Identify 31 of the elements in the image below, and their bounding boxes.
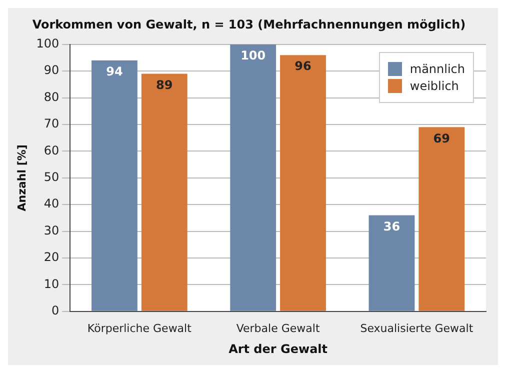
bar [368, 215, 415, 311]
y-tick-label: 10 [44, 276, 60, 291]
y-tick-label: 70 [44, 116, 60, 131]
data-label: 69 [433, 131, 450, 146]
data-label: 89 [156, 78, 173, 92]
y-tick-label: 0 [51, 304, 60, 318]
y-tick-label: 50 [44, 170, 60, 184]
y-tick-label: 20 [44, 250, 60, 264]
y-tick-label: 60 [44, 143, 60, 158]
data-label: 94 [106, 64, 123, 79]
y-tick-label: 40 [44, 196, 60, 211]
y-tick-label: 80 [44, 90, 60, 104]
y-tick-label: 90 [44, 63, 60, 78]
data-label: 100 [240, 48, 266, 63]
bar [418, 127, 465, 311]
x-tick-label: Verbale Gewalt [236, 322, 320, 335]
x-axis-title: Art der Gewalt [228, 342, 328, 356]
bar [141, 74, 188, 311]
y-tick-label: 30 [44, 223, 60, 238]
y-tick-label: 100 [36, 36, 60, 51]
x-tick-label: Körperliche Gewalt [87, 322, 192, 335]
bar [280, 55, 326, 311]
data-label: 96 [294, 59, 312, 74]
chart-title: Vorkommen von Gewalt, n = 103 (Mehrfachnennungen möglich) [32, 17, 466, 32]
legend-label: weiblich [410, 79, 459, 94]
bar [230, 44, 276, 311]
y-axis-title: Anzahl [%] [15, 144, 28, 212]
legend-label: männlich [410, 62, 465, 76]
data-label: 36 [383, 219, 400, 234]
bar [92, 60, 138, 311]
x-tick-label: Sexualisierte Gewalt [360, 322, 474, 335]
